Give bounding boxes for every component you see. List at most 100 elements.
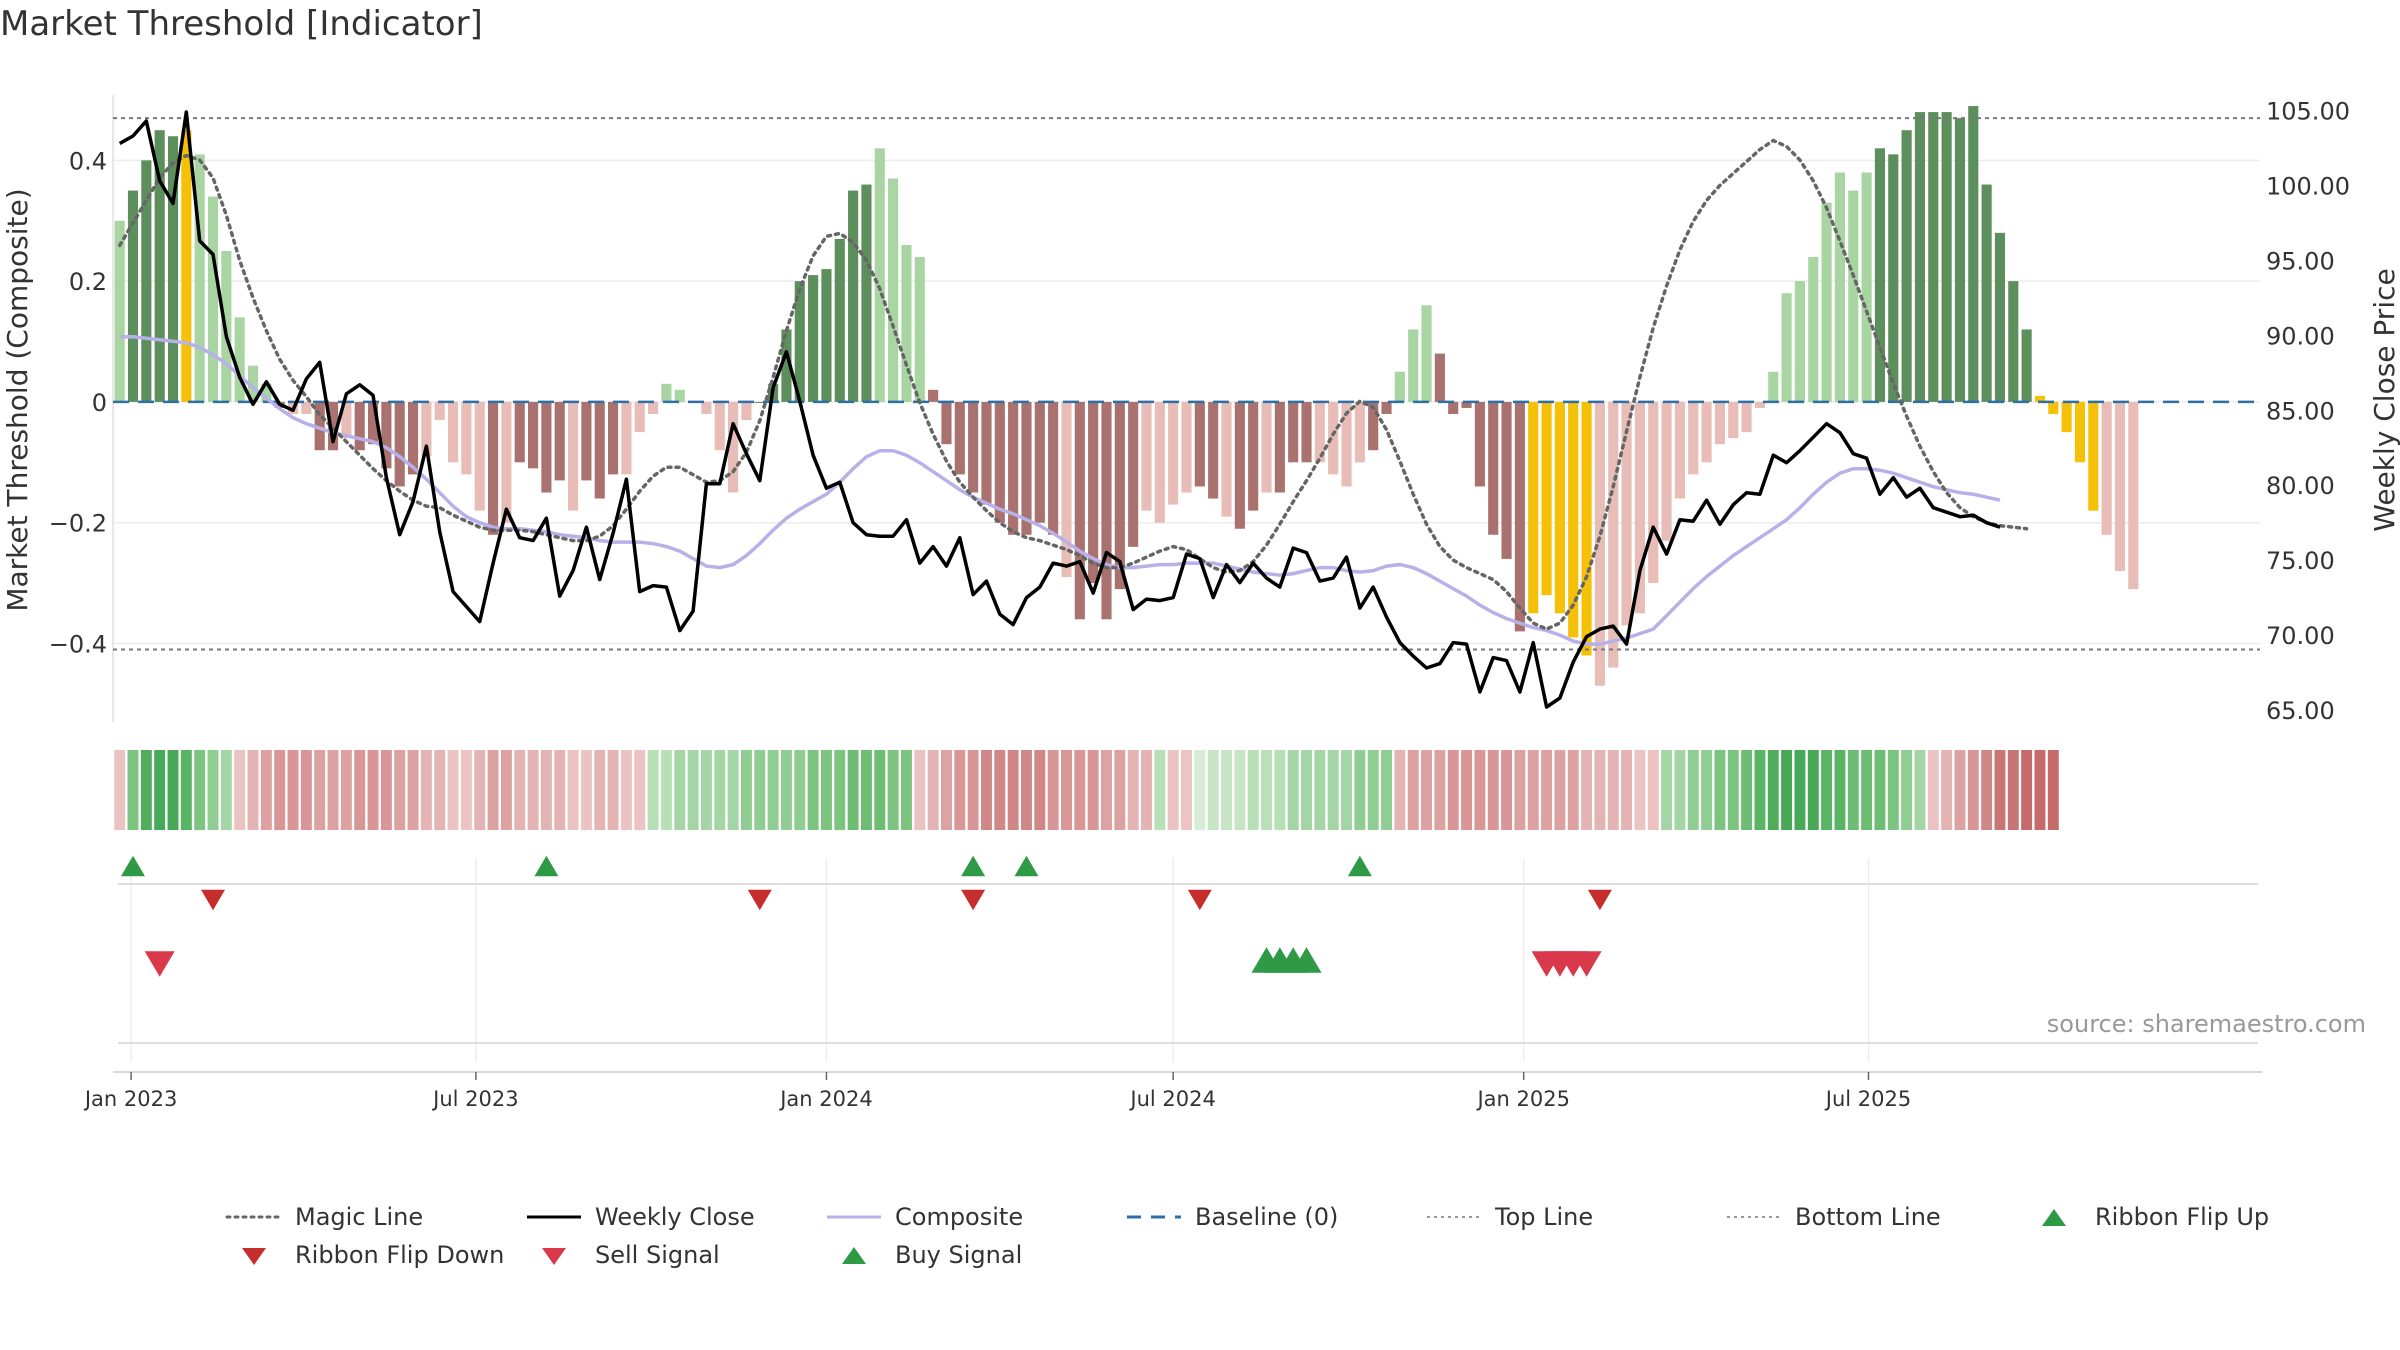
right-tick-label: 65.00 [2266,697,2335,725]
composite-bar [1714,401,1725,445]
composite-bar [1928,112,1939,402]
ribbon-cell [1967,750,1979,830]
ribbon-cell [314,750,326,830]
legend-swatch [527,1215,581,1219]
ribbon-cell [834,750,846,830]
ribbon-cell [1061,750,1072,830]
right-tick-label: 100.00 [2266,172,2350,200]
legend-swatch [2042,1209,2066,1226]
ribbon-cell [540,750,552,830]
composite-bar [568,401,579,511]
left-tick-label: 0 [92,389,107,417]
ribbon-cell [634,750,646,830]
legend-item: Composite [825,1203,1125,1231]
legend-label: Top Line [1495,1203,1594,1231]
composite-bar [407,401,419,475]
ribbon-cell [1674,750,1686,830]
signal-markers [118,855,2258,1062]
ribbon-flip-up-marker [1347,855,1372,877]
series-lines [113,110,2260,709]
ribbon-cell [900,750,912,830]
composite-bar [1368,401,1379,451]
ribbon-cell [1527,750,1539,830]
composite-bar [1874,148,1886,402]
composite-bar [447,401,459,463]
right-tick-label: 85.00 [2266,397,2335,425]
composite-line [119,335,2001,646]
composite-bar [207,196,219,402]
composite-bar [354,401,365,451]
x-tick-label: Jul 2024 [1128,1087,1215,1111]
ribbon-cell [714,750,726,830]
ribbon-cell [1447,750,1459,830]
composite-bar [1274,401,1285,493]
composite-bar [1954,118,1966,402]
composite-bar [1448,401,1459,414]
ribbon-cell [1847,750,1859,830]
composite-bar [1581,401,1592,656]
ribbon-cell [1127,750,1139,830]
composite-bar [1994,232,2006,402]
composite-bar [661,383,672,402]
composite-bar [674,389,685,402]
x-tick-label: Jul 2025 [1824,1087,1911,1111]
ribbon-cell [207,750,219,830]
sell-signal-marker [144,951,175,977]
ribbon-flip-up-marker [961,855,986,877]
legend-label: Ribbon Flip Down [295,1241,505,1269]
ribbon-cell [1367,750,1379,830]
right-tick-label: 70.00 [2266,622,2335,650]
composite-bars [114,106,2139,686]
ribbon-cell [1354,750,1366,830]
ribbon-cell [1754,750,1766,830]
x-tick-label: Jan 2023 [83,1087,178,1111]
composite-bar [1421,305,1432,402]
composite-bar [341,401,352,439]
composite-bar [2048,401,2059,414]
ribbon-flip-up-marker [121,855,146,877]
weekly-close-line [118,110,2001,709]
composite-bar [1968,106,1979,402]
composite-bar [1114,401,1125,590]
left-tick-label: −0.2 [49,510,107,538]
ribbon-cell [1621,750,1633,830]
composite-bar [1088,401,1099,584]
ribbon-cell [354,750,366,830]
ribbon-cell [1981,750,1993,830]
composite-bar [754,401,765,403]
ribbon-cell [874,750,886,830]
ribbon-cell [1141,750,1152,830]
composite-bar [1754,401,1765,408]
ribbon-cell [1661,750,1673,830]
composite-bar [301,401,312,414]
ribbon-cell [167,750,179,830]
composite-bar [1634,401,1645,614]
ribbon-cell [140,750,152,830]
composite-bar [247,365,259,402]
composite-bar [581,401,592,481]
market-threshold-chart: 0.4 0.2 0 −0.2 −0.4 105.00 100.00 95.00 90.00 85.… [1,95,2400,1111]
ribbon-cell [514,750,526,830]
ribbon-flip-down-marker [747,889,772,911]
ribbon-cell [2021,750,2033,830]
composite-bar [1341,401,1352,487]
ribbon-cell [114,750,126,830]
ribbon-cell [1287,750,1299,830]
legend-item: Baseline (0) [1125,1203,1425,1231]
legend-label: Composite [895,1203,1024,1231]
composite-bar [954,401,965,475]
composite-bar [421,401,432,457]
triangle-up-icon [2042,1209,2066,1226]
ribbon-flip-up-marker [534,855,559,877]
ribbon-cell [1034,750,1046,830]
composite-bar [1381,401,1392,414]
composite-bar [141,160,152,402]
ribbon-cell [807,750,819,830]
ribbon-flip-down-marker [961,889,986,911]
ribbon-cell [460,750,472,830]
composite-bar [2114,401,2126,571]
ribbon-cell [194,750,206,830]
ribbon-cell [1807,750,1819,830]
ribbon-cell [1047,750,1059,830]
legend-swatch [1127,1215,1181,1219]
